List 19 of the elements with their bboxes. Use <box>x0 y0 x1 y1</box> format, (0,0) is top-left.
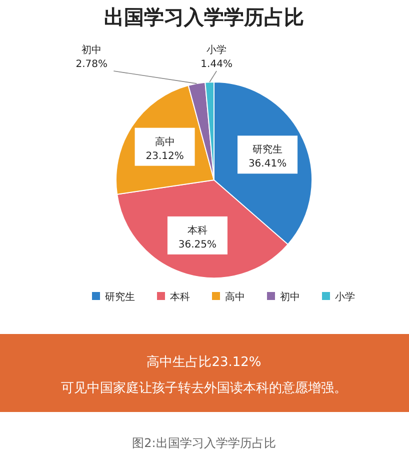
caption: 图2:出国学习入学学历占比 <box>132 436 276 450</box>
slice-label: 研究生 <box>252 144 283 156</box>
legend-label: 本科 <box>170 291 190 303</box>
slice-label: 小学 <box>206 44 227 56</box>
data-label: 36.41% <box>248 158 287 170</box>
text: 可见中国家庭让孩子转去外国读本科的意愿增强。 <box>61 380 347 396</box>
data-label: 2.78% <box>76 59 108 70</box>
title: 出国学习入学学历占比 <box>104 5 304 29</box>
slice-label: 高中 <box>154 136 175 148</box>
legend-label: 高中 <box>225 291 245 303</box>
data-label: 36.25% <box>178 239 217 250</box>
legend-label: 初中 <box>280 291 300 303</box>
slice-label: 初中 <box>82 44 102 56</box>
legend-label: 研究生 <box>105 291 135 303</box>
data-label: 23.12% <box>146 150 184 162</box>
data-label: 1.44% <box>200 59 232 70</box>
text: 高中生占比23.12% <box>146 354 262 370</box>
legend-label: 小学 <box>335 291 355 303</box>
slice-label: 本科 <box>187 224 208 236</box>
